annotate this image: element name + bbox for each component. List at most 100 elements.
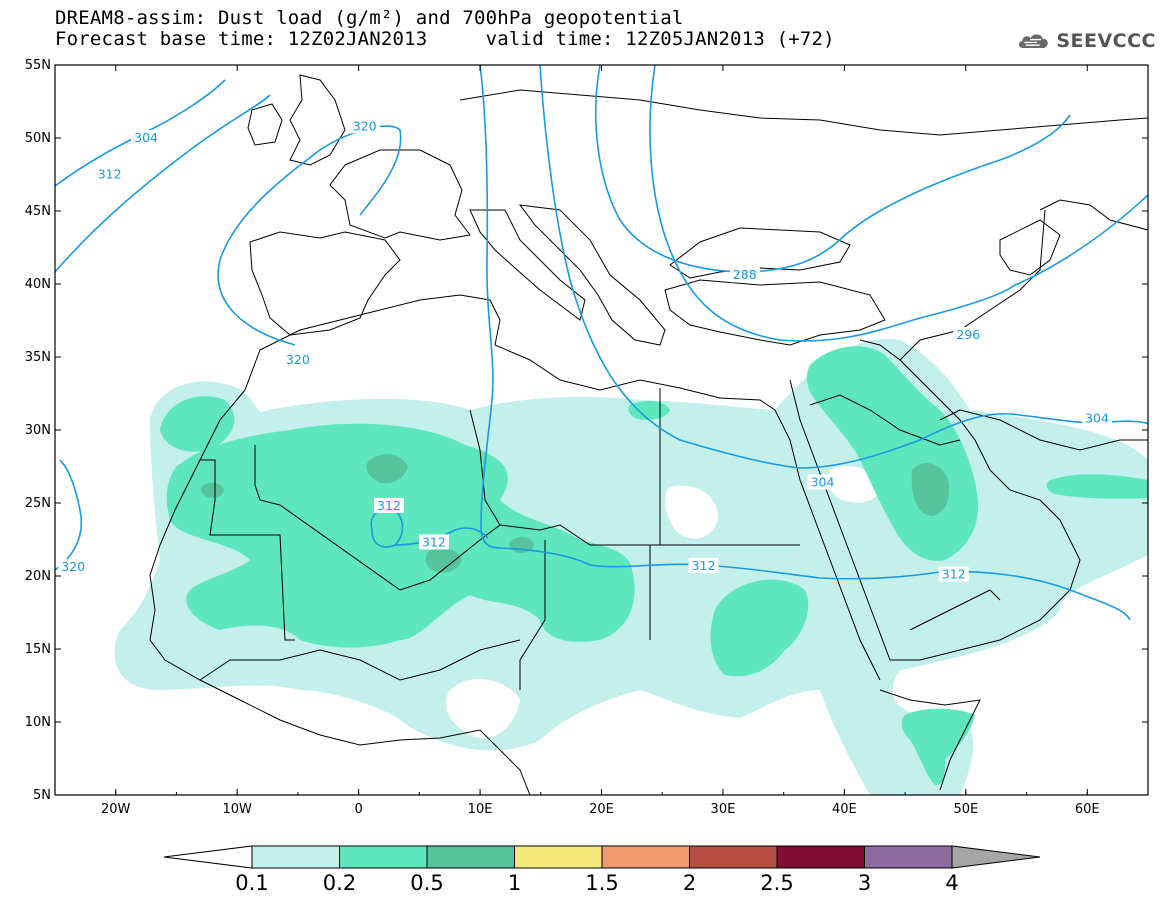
contour-304-northwest xyxy=(55,79,226,187)
colorbar-segment xyxy=(776,845,865,869)
latitude-labels: 55N 50N 45N 40N 35N 30N 25N 20N 15N 10N 5N xyxy=(25,58,51,803)
logo-text: SEEVCCC xyxy=(1056,30,1156,52)
coastline-red-sea-west xyxy=(774,409,881,681)
contour-label-bg xyxy=(807,474,838,490)
contour-288-east xyxy=(594,65,1071,273)
dust-region-morocco xyxy=(160,396,235,452)
lat-tick-label: 15N xyxy=(25,642,51,657)
dust-load-shading xyxy=(114,338,1148,795)
contour-label: 288 xyxy=(733,267,757,282)
country-borders xyxy=(149,74,1148,795)
dust-gap-libya xyxy=(555,565,589,588)
contour-320-iberia xyxy=(217,125,402,346)
colorbar: 0.1 0.2 0.5 1 1.5 2 2.5 3 4 xyxy=(163,845,1041,895)
colorbar-label: 0.2 xyxy=(323,871,356,895)
colorbar-label: 2.5 xyxy=(760,871,793,895)
lat-tick-label: 10N xyxy=(25,715,51,730)
lon-tick-label: 50E xyxy=(953,802,978,817)
colorbar-segment xyxy=(339,845,428,869)
contour-label-bg xyxy=(58,559,89,575)
lat-tick-label: 20N xyxy=(25,569,51,584)
title-line-1: DREAM8-assim: Dust load (g/m²) and 700hP… xyxy=(55,7,684,29)
contour-312-loop xyxy=(370,508,404,548)
contour-296-east xyxy=(649,65,1148,342)
coastline-france xyxy=(329,149,471,241)
border-iran xyxy=(899,209,1046,361)
lon-tick-label: 20E xyxy=(589,802,614,817)
dust-region-sudan xyxy=(710,579,809,677)
contour-label: 320 xyxy=(286,352,310,367)
map-frame xyxy=(54,64,1149,796)
contour-312-hoggar xyxy=(394,527,489,546)
coastline-italy xyxy=(469,209,586,321)
colorbar-segment xyxy=(426,845,515,869)
contour-label-bg xyxy=(729,267,760,283)
geopotential-contours xyxy=(55,65,1148,621)
contour-label: 304 xyxy=(811,475,835,490)
coastline-red-sea-east xyxy=(789,379,891,661)
lat-tick-label: 30N xyxy=(25,423,51,438)
contour-label-bg xyxy=(131,130,162,145)
colorbar-label: 4 xyxy=(945,871,958,895)
colorbar-over-arrow xyxy=(951,845,1041,869)
dust-core-niger xyxy=(425,548,462,573)
colorbar-label: 2 xyxy=(683,871,696,895)
dust-gap-arabia-north xyxy=(828,466,880,503)
colorbar-label: 3 xyxy=(858,871,871,895)
border-niger-chad xyxy=(519,540,546,690)
contour-label: 312 xyxy=(377,498,401,513)
contour-label: 320 xyxy=(61,559,85,574)
coastline-turkey xyxy=(664,279,886,346)
cloud-icon xyxy=(1018,34,1048,48)
lon-tick-label: 40E xyxy=(832,802,857,817)
contour-label-bg xyxy=(349,118,380,134)
colorbar-segment xyxy=(864,845,953,869)
colorbar-segment xyxy=(251,845,340,869)
contour-label: 304 xyxy=(134,130,158,145)
border-libya-chad xyxy=(499,524,651,640)
colorbar-segment xyxy=(601,845,690,869)
coastline-west-africa xyxy=(149,389,531,795)
dust-region-iraq-upper xyxy=(628,400,670,420)
coastline-iberia xyxy=(249,231,401,336)
dust-region-sahara xyxy=(166,423,635,648)
coastline-arabia xyxy=(859,339,1081,661)
contour-label: 312 xyxy=(98,167,122,182)
contour-320-west xyxy=(55,459,82,571)
coastline-ireland xyxy=(247,103,283,146)
contour-label: 304 xyxy=(1085,410,1109,425)
colorbar-label: 1 xyxy=(508,871,521,895)
dust-region-horn xyxy=(901,708,975,785)
border-saudi-yemen xyxy=(909,589,1001,631)
border-libya-egypt xyxy=(650,388,661,546)
coastline-horn xyxy=(879,689,981,791)
border-mali-mauritania xyxy=(200,459,295,641)
lat-tick-label: 45N xyxy=(25,204,51,219)
lon-tick-label: 30E xyxy=(711,802,736,817)
lon-tick-label: 10W xyxy=(222,802,252,817)
border-arabia-north xyxy=(809,394,961,446)
lat-tick-label: 40N xyxy=(25,277,51,292)
colorbar-label: 0.1 xyxy=(235,871,268,895)
dust-gap-egypt xyxy=(664,485,719,539)
lat-tick-label: 25N xyxy=(25,496,51,511)
dust-region-arabia xyxy=(806,346,979,561)
coastline-persian-gulf xyxy=(939,409,1148,451)
colorbar-label: 1.5 xyxy=(585,871,618,895)
chart-title: DREAM8-assim: Dust load (g/m²) and 700hP… xyxy=(55,8,835,50)
dust-core-arabia xyxy=(911,463,950,516)
lat-tick-label: 50N xyxy=(25,131,51,146)
seevccc-logo: SEEVCCC xyxy=(1016,24,1156,58)
dust-core-chad xyxy=(509,537,534,554)
contour-label-bg xyxy=(938,566,969,582)
coastline-caspian xyxy=(999,219,1061,276)
lat-tick-label: 55N xyxy=(25,58,51,73)
contour-label-bg xyxy=(373,497,404,513)
border-sahel-south xyxy=(199,639,521,681)
dust-core-algeria xyxy=(366,454,408,484)
border-algeria-libya xyxy=(469,409,501,526)
dust-region-west-africa xyxy=(114,338,1148,795)
coastline-balkans-greece xyxy=(518,204,666,346)
contour-312-sahara xyxy=(499,547,1131,621)
contour-label-bg xyxy=(688,557,719,573)
